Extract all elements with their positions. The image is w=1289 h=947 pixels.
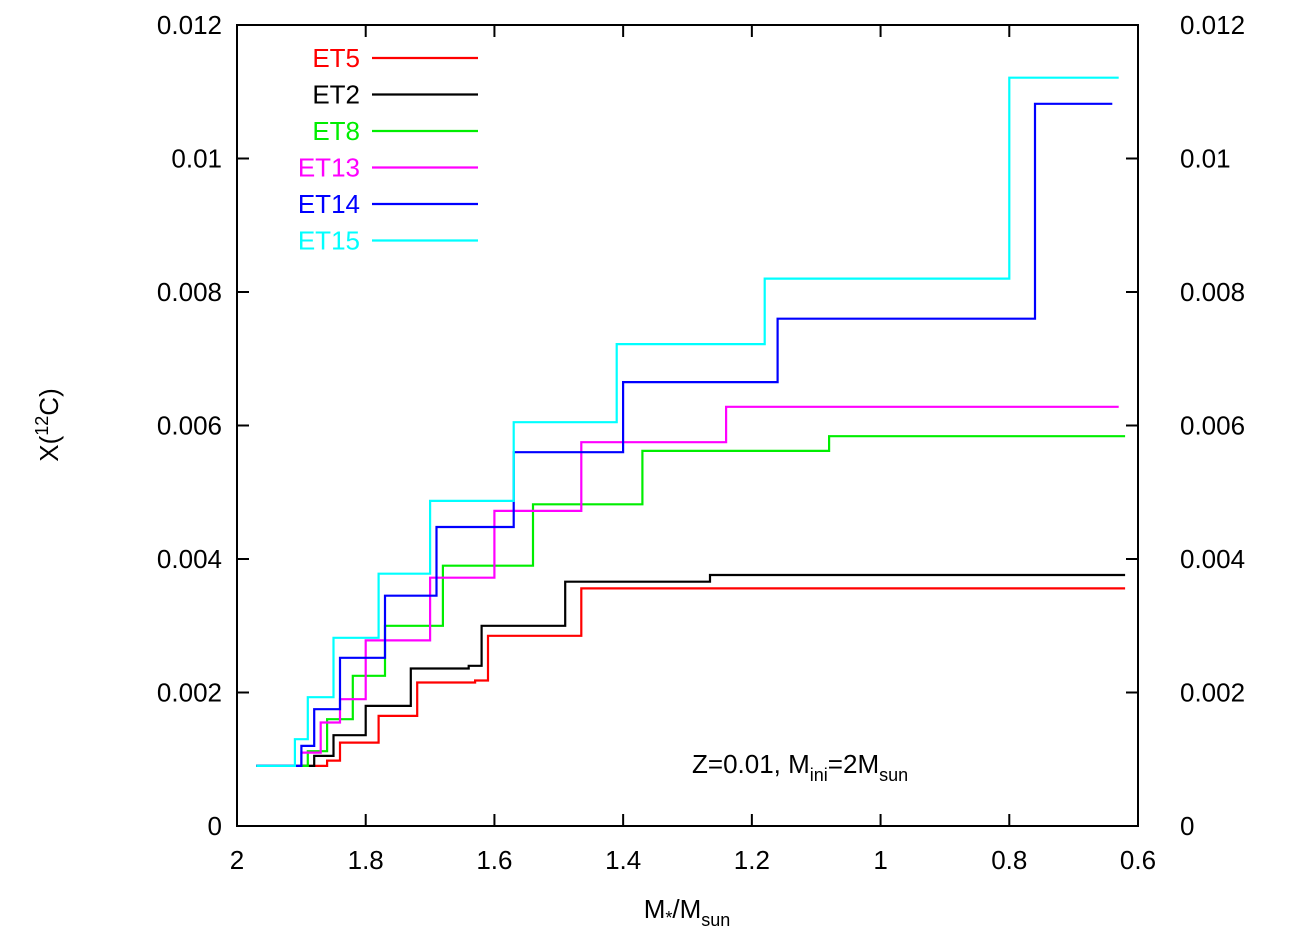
legend-label: ET13 — [298, 153, 360, 183]
legend: ET5 ET2 ET8 ET13 ET14 ET15 — [298, 43, 478, 256]
y-tick-label: 0.002 — [157, 678, 222, 708]
y-tick-label-right: 0.012 — [1180, 10, 1245, 40]
y-tick-label-right: 0 — [1180, 811, 1194, 841]
x-tick-label: 0.6 — [1120, 845, 1156, 875]
series-line-et8 — [256, 435, 1126, 767]
series-line-et5 — [256, 587, 1126, 767]
y-axis-ticks: 0 0 0.002 0.002 0.004 0.004 0.006 0.006 0.008 0.0… — [157, 10, 1245, 841]
y-tick-label-right: 0.006 — [1180, 411, 1245, 441]
x-tick-label: 0.8 — [991, 845, 1027, 875]
series-group — [256, 76, 1126, 767]
legend-label: ET5 — [312, 43, 360, 73]
x-axis-label: M*/Msun — [644, 894, 731, 930]
legend-label: ET2 — [312, 80, 360, 110]
legend-label: ET14 — [298, 189, 360, 219]
series-line-et13 — [256, 405, 1119, 767]
x-tick-label: 2 — [230, 845, 244, 875]
x-tick-label: 1.2 — [734, 845, 770, 875]
x-tick-label: 1.8 — [348, 845, 384, 875]
series-line-et2 — [256, 573, 1126, 767]
series-line-et14 — [256, 102, 1113, 767]
y-tick-label: 0.01 — [171, 144, 222, 174]
y-tick-label: 0.004 — [157, 544, 222, 574]
annotation: Z=0.01, Mini=2Msun — [692, 749, 908, 785]
y-tick-label: 0.006 — [157, 411, 222, 441]
x-tick-label: 1 — [873, 845, 887, 875]
series-line-et15 — [256, 76, 1119, 767]
y-axis-label: X(12C) — [32, 388, 64, 461]
y-tick-label: 0 — [208, 811, 222, 841]
y-tick-label-right: 0.004 — [1180, 544, 1245, 574]
y-tick-label: 0.012 — [157, 10, 222, 40]
y-tick-label-right: 0.002 — [1180, 678, 1245, 708]
y-tick-label-right: 0.01 — [1180, 144, 1231, 174]
x-tick-label: 1.4 — [605, 845, 641, 875]
y-tick-label-right: 0.008 — [1180, 277, 1245, 307]
x-axis-ticks: 2 1.8 1.6 1.4 1.2 1 0.8 0.6 — [230, 25, 1156, 875]
legend-label: ET15 — [298, 226, 360, 256]
y-tick-label: 0.008 — [157, 277, 222, 307]
legend-label: ET8 — [312, 116, 360, 146]
x-tick-label: 1.6 — [476, 845, 512, 875]
